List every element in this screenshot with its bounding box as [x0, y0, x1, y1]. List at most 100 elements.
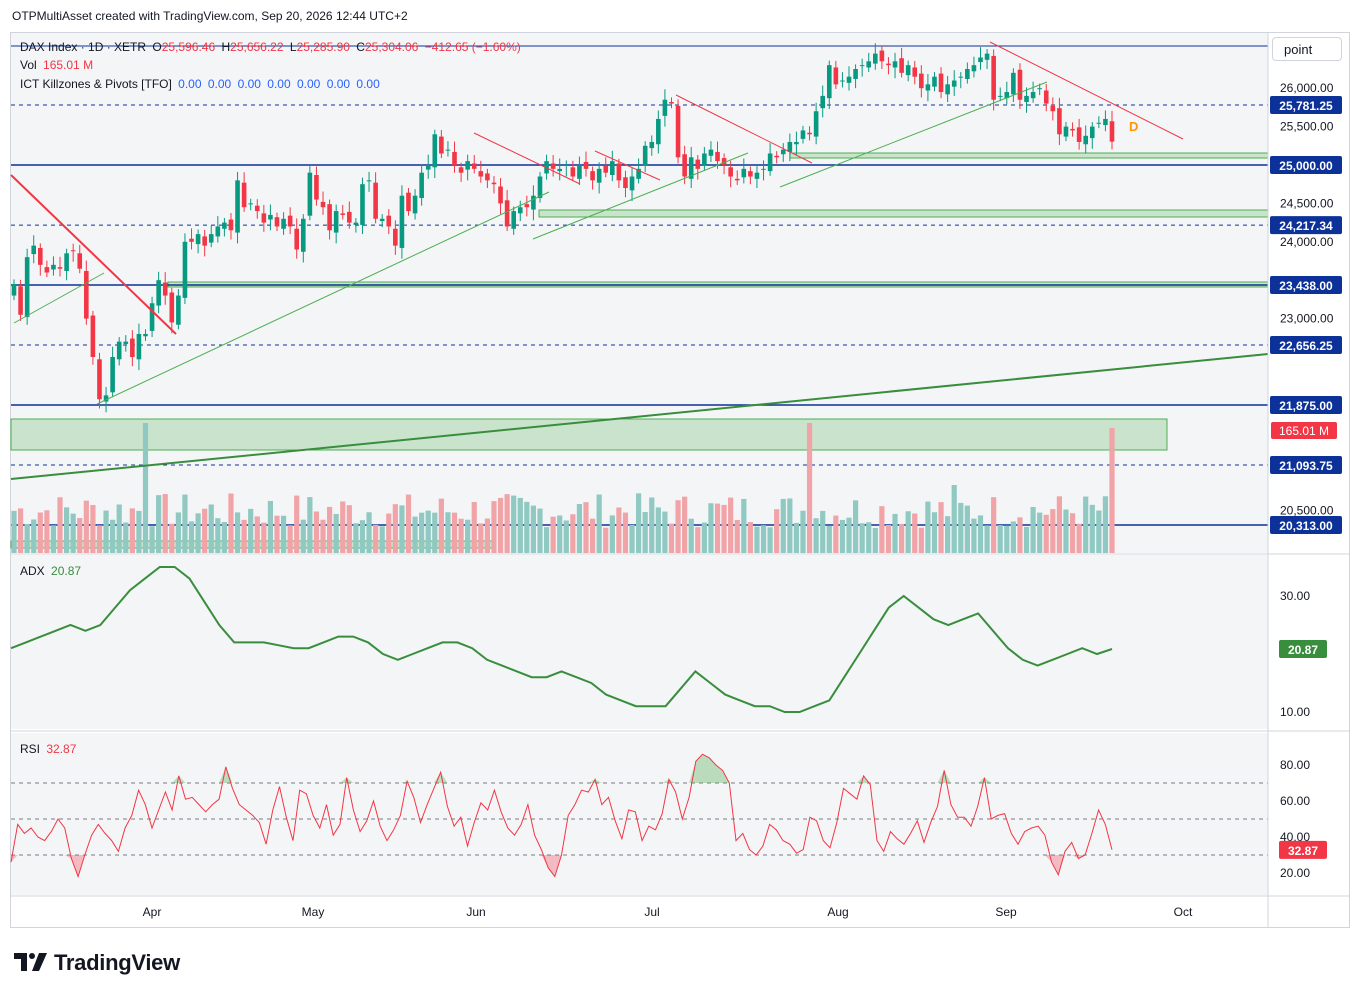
rsi-tick-label: 60.00: [1280, 794, 1310, 808]
volume-bar: [142, 423, 149, 553]
candle-body: [1096, 122, 1102, 124]
candle-body: [452, 151, 457, 165]
candle-body: [1050, 105, 1056, 112]
volume-bar: [780, 498, 786, 553]
volume-bar: [261, 522, 267, 553]
month-label: Jul: [644, 905, 659, 919]
chart-frame[interactable]: [10, 32, 1350, 928]
candle-body: [721, 158, 727, 165]
volume-bar: [405, 494, 412, 553]
candle-body: [938, 73, 944, 93]
indicator-value: 0.00: [237, 77, 261, 91]
candle-body: [807, 132, 812, 135]
tradingview-logo-icon: [14, 953, 47, 971]
rsi-pane-bg: [11, 733, 1268, 895]
candle-body: [491, 182, 497, 185]
trendline-down: [10, 174, 177, 335]
rsi-overbought-fill: [662, 779, 669, 783]
price-level-label: 20,313.00: [1279, 519, 1333, 533]
tradingview-logo[interactable]: TradingView: [14, 950, 180, 976]
candle-body: [688, 157, 694, 179]
indicator-value: 0.00: [178, 77, 202, 91]
rsi-tick-label: 40.00: [1280, 830, 1310, 844]
candle-body: [1089, 126, 1095, 139]
volume-bar: [714, 503, 721, 553]
volume-bar: [392, 504, 398, 553]
candle-body: [307, 172, 313, 216]
adx-value: 20.87: [51, 564, 82, 578]
symbol-name[interactable]: DAX Index · 1D · XETR: [20, 40, 147, 54]
candle-body: [886, 63, 891, 66]
volume-bar: [458, 518, 464, 553]
candle-body: [281, 218, 286, 229]
volume-bar: [1043, 514, 1049, 553]
volume-bar: [524, 501, 530, 553]
tradingview-logo-text: TradingView: [54, 950, 180, 975]
high-label: H: [221, 40, 231, 54]
adx-line: [10, 566, 1113, 713]
candle-body: [57, 267, 63, 269]
volume-bar: [609, 515, 615, 553]
adx-legend: ADX 20.87: [20, 564, 84, 578]
candle-body: [932, 76, 937, 87]
volume-bar: [116, 504, 122, 553]
candle-body: [675, 105, 681, 158]
volume-bar: [925, 501, 931, 553]
rsi-label[interactable]: RSI: [20, 742, 41, 756]
rsi-value: 32.87: [46, 742, 77, 756]
volume-bar: [636, 493, 642, 553]
rsi-overbought-fill: [695, 754, 703, 783]
volume-bar: [504, 494, 510, 553]
volume-bar: [511, 495, 517, 553]
candle-body: [320, 201, 326, 208]
price-tick-label: 24,000.00: [1280, 235, 1334, 249]
candle-body: [149, 303, 155, 331]
volume-bar: [50, 525, 57, 553]
volume-bar: [248, 508, 254, 553]
rsi-overbought-fill: [595, 779, 602, 783]
candle-body: [386, 215, 392, 227]
order-block-zone: [789, 152, 1269, 159]
volume-bar: [156, 495, 162, 553]
volume-bar: [57, 497, 63, 553]
candle-body: [478, 171, 484, 177]
candle-body: [971, 65, 977, 72]
candle-body: [24, 257, 30, 318]
volume-bar: [182, 494, 188, 553]
month-label: May: [302, 905, 325, 919]
candle-body: [379, 218, 385, 222]
volume-bar: [682, 496, 688, 553]
volume-bar: [399, 505, 405, 553]
volume-bar: [110, 519, 116, 553]
volume-bar: [228, 493, 234, 553]
candle-body: [70, 250, 76, 252]
volume-bar: [17, 508, 24, 553]
volume-bar: [826, 525, 832, 553]
volume-bar: [208, 504, 214, 553]
volume-bar: [991, 497, 997, 553]
volume-bar: [1069, 513, 1076, 553]
indicator-name[interactable]: ICT Killzones & Pivots [TFO]: [20, 77, 172, 91]
volume-bar: [734, 519, 740, 553]
volume-bar: [169, 523, 175, 553]
scale-mode-button[interactable]: point: [1272, 37, 1342, 61]
rsi-overbought-fill: [689, 761, 696, 783]
volume-bar: [741, 498, 747, 553]
candle-body: [517, 207, 523, 214]
adx-label[interactable]: ADX: [20, 564, 45, 578]
volume-label[interactable]: Vol: [20, 58, 37, 72]
candle-body: [116, 341, 122, 360]
price-tick-label: 25,500.00: [1280, 120, 1334, 134]
open-label: O: [152, 40, 162, 54]
candle-body: [563, 165, 569, 166]
low-value: 25,285.90: [296, 40, 350, 54]
candle-body: [406, 192, 411, 212]
candle-body: [235, 180, 240, 233]
price-tick-label: 20,500.00: [1280, 504, 1334, 518]
volume-bar: [616, 507, 622, 553]
candle-body: [294, 228, 300, 250]
volume-bar: [379, 526, 385, 553]
volume-bar: [215, 518, 221, 553]
candle-body: [761, 168, 766, 170]
